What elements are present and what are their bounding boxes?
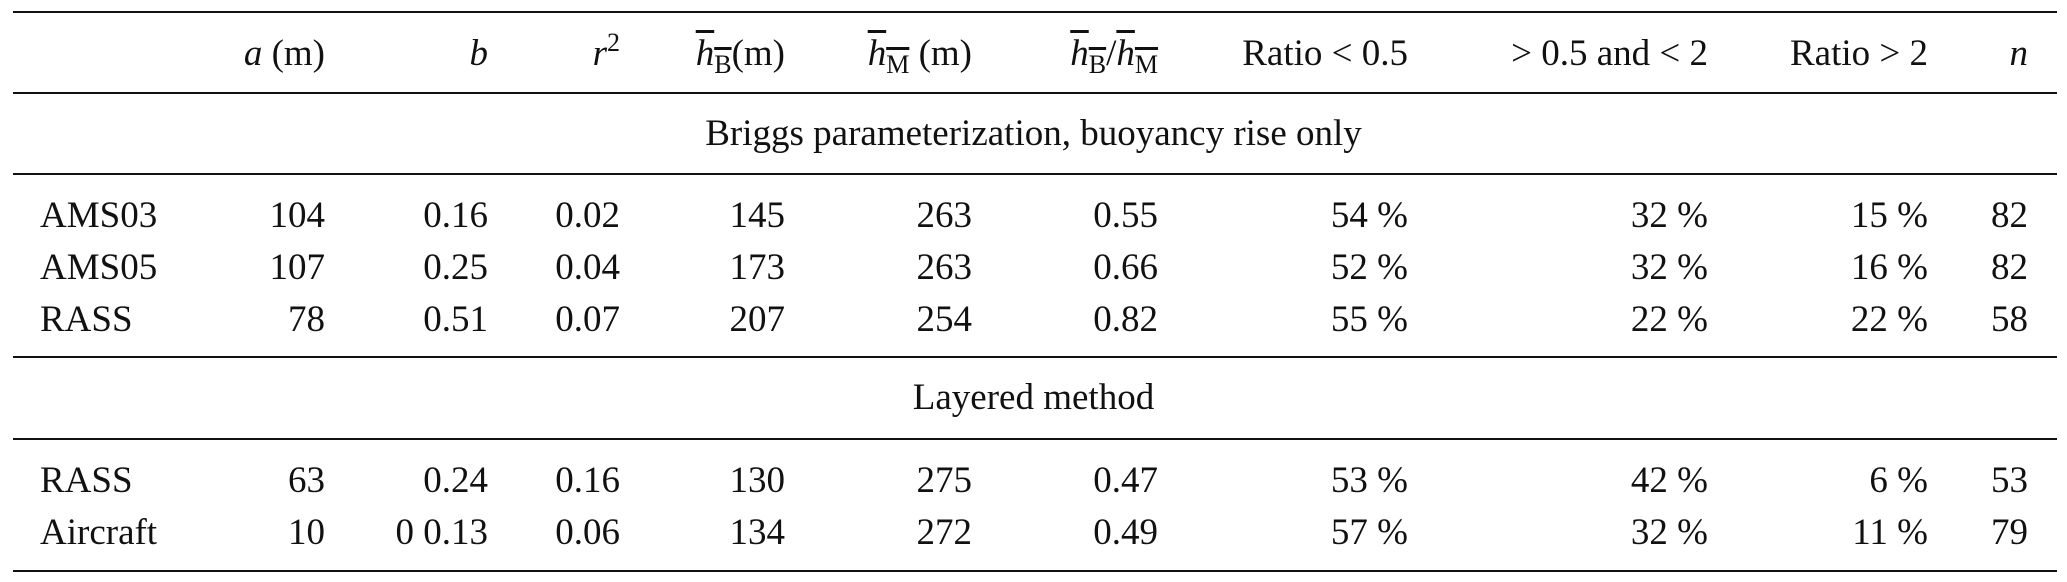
cell-ratio-gt: 15 % (1850, 195, 1928, 236)
cell-b: 0.16 (423, 195, 488, 236)
cell-n: 58 (1991, 299, 2028, 340)
cell-hm: 263 (916, 247, 973, 288)
cell-b: 0.24 (423, 460, 488, 501)
header-row: a (m) b r2 hB(m) hM (m) hB/hM Ratio < 0.… (0, 28, 2067, 80)
cell-hm: 272 (916, 512, 973, 553)
cell-ratio-gt: 11 % (1852, 512, 1928, 553)
cell-ratio: 0.82 (1093, 299, 1158, 340)
header-ratio-lt: Ratio < 0.5 (1242, 33, 1408, 74)
cell-ratio-gt: 22 % (1850, 299, 1928, 340)
cell-ratio-lt: 57 % (1330, 512, 1408, 553)
cell-ratio-lt: 54 % (1330, 195, 1408, 236)
cell-ratio: 0.66 (1093, 247, 1158, 288)
cell-n: 79 (1991, 512, 2028, 553)
table-row: Aircraft 10 0 0.13 0.06 134 272 0.49 57 … (0, 507, 2067, 559)
cell-hb: 207 (729, 299, 786, 340)
cell-r2: 0.02 (555, 195, 620, 236)
cell-b: 0.51 (423, 299, 488, 340)
cell-ratio-lt: 53 % (1330, 460, 1408, 501)
cell-n: 82 (1991, 247, 2028, 288)
header-hb: hB(m) (695, 33, 785, 79)
cell-r2: 0.07 (555, 299, 620, 340)
header-n: n (2009, 33, 2029, 74)
cell-ratio-lt: 52 % (1330, 247, 1408, 288)
cell-ratio-gt: 6 % (1869, 460, 1928, 501)
cell-ratio-mid: 32 % (1630, 195, 1708, 236)
cell-ratio: 0.55 (1093, 195, 1158, 236)
header-rule (13, 92, 2057, 94)
bottom-rule (13, 570, 2057, 572)
cell-hm: 263 (916, 195, 973, 236)
cell-b: 0 0.13 (395, 512, 489, 553)
cell-a: 63 (288, 460, 325, 501)
row-name: RASS (40, 299, 133, 340)
table-row: AMS03 104 0.16 0.02 145 263 0.55 54 % 32… (0, 190, 2067, 242)
cell-a: 104 (269, 195, 326, 236)
row-name: Aircraft (40, 512, 158, 553)
cell-r2: 0.06 (555, 512, 620, 553)
cell-a: 10 (288, 512, 325, 553)
cell-hb: 130 (729, 460, 786, 501)
header-ratio-mid: > 0.5 and < 2 (1511, 33, 1708, 74)
top-rule (13, 11, 2057, 13)
cell-ratio: 0.47 (1093, 460, 1158, 501)
header-ratio-gt: Ratio > 2 (1789, 33, 1928, 74)
row-name: AMS05 (40, 247, 158, 288)
section-1-end-rule (13, 356, 2057, 358)
header-b: b (469, 33, 489, 74)
row-name: AMS03 (40, 195, 158, 236)
cell-ratio-mid: 42 % (1630, 460, 1708, 501)
section-1-rule (13, 173, 2057, 175)
cell-hb: 145 (729, 195, 786, 236)
cell-n: 53 (1991, 460, 2028, 501)
cell-n: 82 (1991, 195, 2028, 236)
cell-ratio-gt: 16 % (1850, 247, 1928, 288)
table-row: RASS 63 0.24 0.16 130 275 0.47 53 % 42 %… (0, 455, 2067, 507)
cell-ratio-lt: 55 % (1330, 299, 1408, 340)
cell-ratio-mid: 32 % (1630, 247, 1708, 288)
cell-hb: 173 (729, 247, 786, 288)
section-2-rule (13, 438, 2057, 440)
header-ratio: hB/hM (1070, 33, 1158, 79)
header-hm: hM (m) (867, 33, 972, 79)
cell-hm: 275 (916, 460, 973, 501)
cell-hm: 254 (916, 299, 973, 340)
cell-ratio-mid: 32 % (1630, 512, 1708, 553)
cell-b: 0.25 (423, 247, 488, 288)
cell-a: 107 (269, 247, 326, 288)
cell-hb: 134 (729, 512, 786, 553)
table-row: AMS05 107 0.25 0.04 173 263 0.66 52 % 32… (0, 242, 2067, 294)
cell-r2: 0.04 (555, 247, 620, 288)
cell-a: 78 (288, 299, 325, 340)
header-r2: r2 (592, 28, 620, 75)
cell-ratio: 0.49 (1093, 512, 1158, 553)
row-name: RASS (40, 460, 133, 501)
header-a: a (m) (243, 33, 325, 74)
section-title-layered: Layered method (912, 377, 1155, 418)
cell-ratio-mid: 22 % (1630, 299, 1708, 340)
section-title-briggs: Briggs parameterization, buoyancy rise o… (705, 113, 1362, 154)
table-row: RASS 78 0.51 0.07 207 254 0.82 55 % 22 %… (0, 294, 2067, 346)
cell-r2: 0.16 (555, 460, 620, 501)
